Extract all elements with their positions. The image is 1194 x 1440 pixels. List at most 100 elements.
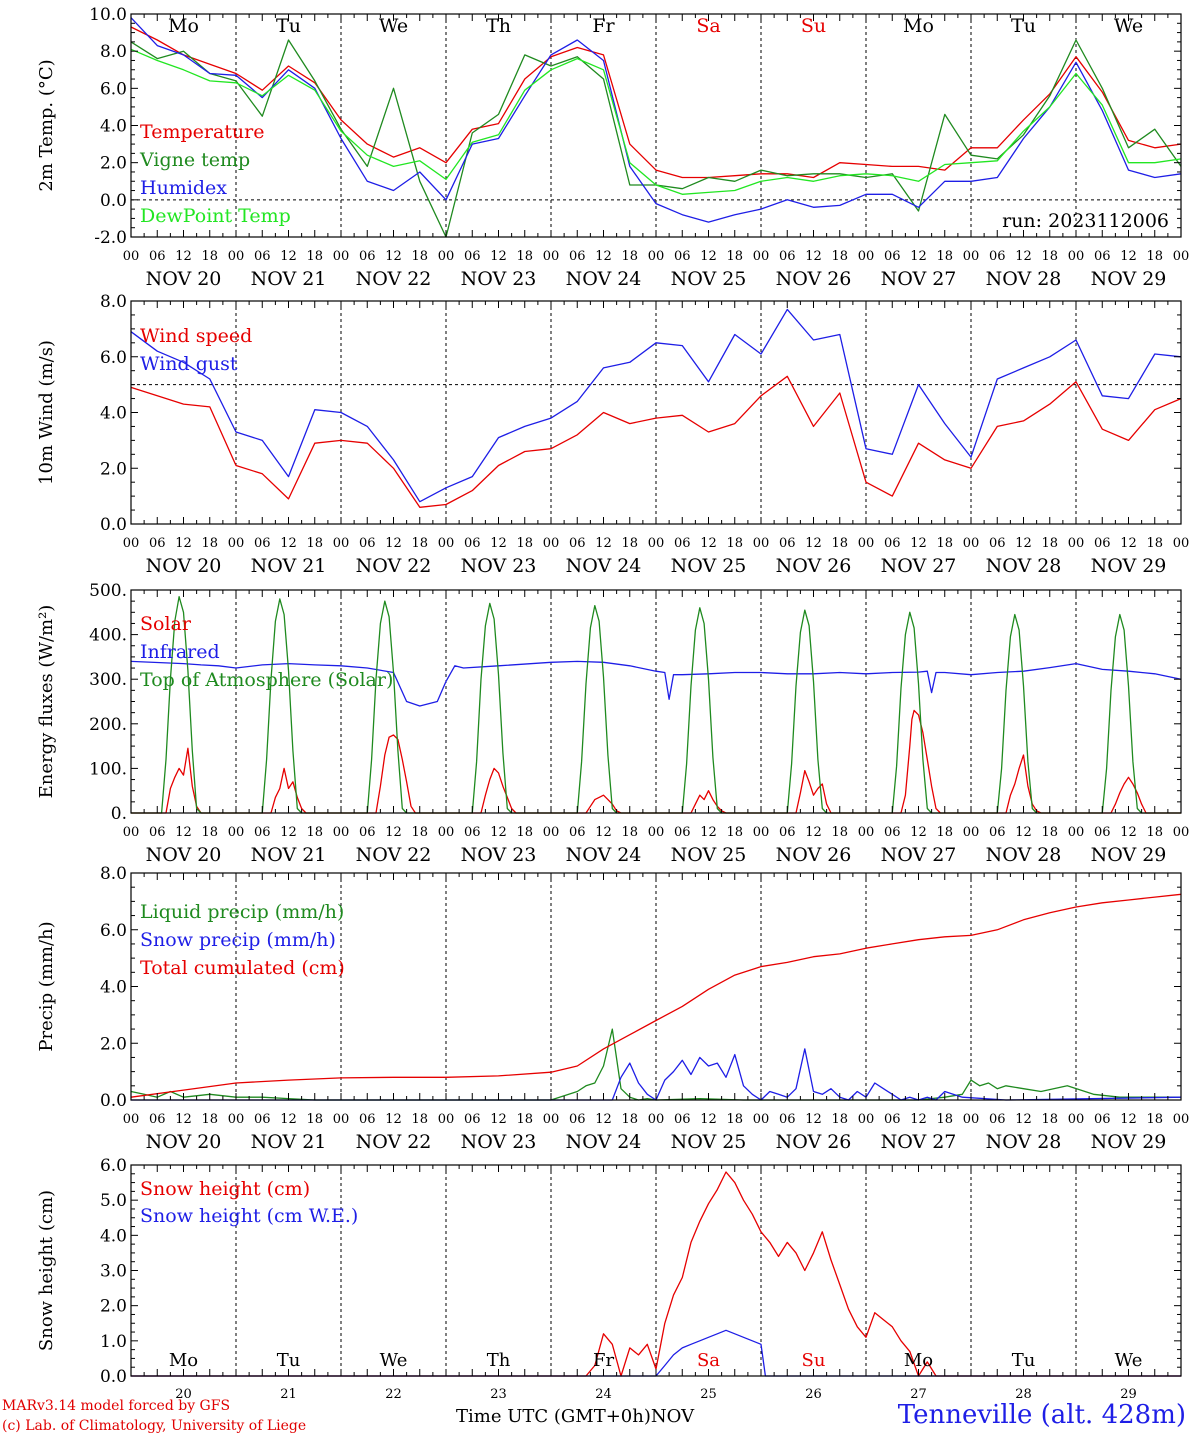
date-label: NOV 26 (776, 268, 852, 290)
hour-tick-label: 00 (543, 1112, 560, 1127)
legend-entry: Total cumulated (cm) (140, 957, 345, 979)
hour-tick-label: 18 (201, 536, 218, 551)
hour-tick-label: 18 (516, 249, 533, 264)
y-tick-label: 2.0 (100, 154, 127, 174)
date-label: NOV 24 (566, 1131, 642, 1153)
hour-tick-label: 00 (753, 1112, 770, 1127)
hour-tick-label: 18 (621, 536, 638, 551)
date-label: NOV 29 (1091, 555, 1167, 577)
y-tick-label: 4.0 (100, 117, 127, 137)
series-line-3-0 (130, 1028, 1181, 1101)
hour-tick-label: 18 (411, 536, 428, 551)
hour-tick-label: 06 (884, 825, 901, 840)
hour-tick-label: 00 (648, 249, 665, 264)
date-label: NOV 22 (356, 268, 432, 290)
weekday-label: Th (487, 1350, 511, 1371)
date-label: NOV 23 (461, 844, 537, 866)
hour-tick-label: 18 (1146, 249, 1163, 264)
date-label: NOV 24 (566, 844, 642, 866)
hour-tick-label: 12 (700, 536, 717, 551)
hour-tick-label: 18 (201, 1112, 218, 1127)
hour-tick-label: 12 (910, 536, 927, 551)
y-axis-label: 2m Temp. (°C) (36, 59, 57, 191)
date-label: NOV 24 (566, 555, 642, 577)
hour-tick-label: 12 (490, 536, 507, 551)
hour-tick-label: 06 (674, 536, 691, 551)
hour-tick-label: 12 (175, 536, 192, 551)
day-number-label: 29 (1120, 1387, 1137, 1402)
hour-tick-label: 06 (254, 1112, 271, 1127)
hour-tick-label: 18 (411, 1112, 428, 1127)
day-number-label: 26 (805, 1387, 822, 1402)
x-axis-month: NOV (650, 1406, 695, 1427)
legend-entry: Liquid precip (mm/h) (140, 901, 344, 923)
hour-tick-label: 12 (385, 825, 402, 840)
y-tick-label: 6.0 (100, 1156, 127, 1176)
hour-tick-label: 18 (936, 1112, 953, 1127)
hour-tick-label: 12 (280, 825, 297, 840)
day-number-label: 24 (595, 1387, 612, 1402)
date-label: NOV 20 (146, 268, 222, 290)
hour-tick-label: 18 (1041, 825, 1058, 840)
legend-entry: Temperature (140, 121, 264, 143)
hour-tick-label: 00 (333, 825, 350, 840)
hour-tick-label: 06 (464, 249, 481, 264)
date-label: NOV 21 (251, 1131, 327, 1153)
date-label: NOV 21 (251, 268, 327, 290)
hour-tick-label: 06 (569, 1112, 586, 1127)
hour-tick-label: 06 (149, 536, 166, 551)
legend-entry: DewPoint Temp (140, 205, 291, 227)
date-label: NOV 22 (356, 555, 432, 577)
hour-tick-label: 18 (1146, 1112, 1163, 1127)
y-tick-label: 6.0 (100, 348, 127, 368)
hour-tick-label: 12 (490, 1112, 507, 1127)
hour-tick-label: 00 (858, 249, 875, 264)
y-tick-label: 8.0 (100, 42, 127, 62)
hour-tick-label: 12 (910, 825, 927, 840)
hour-tick-label: 06 (674, 249, 691, 264)
hour-tick-label: 18 (306, 249, 323, 264)
hour-tick-label: 06 (989, 249, 1006, 264)
hour-tick-label: 06 (359, 825, 376, 840)
hour-tick-label: 00 (333, 536, 350, 551)
hour-tick-label: 18 (201, 249, 218, 264)
day-number-label: 28 (1015, 1387, 1032, 1402)
weekday-label: Sa (696, 15, 720, 37)
weekday-label: We (1115, 1350, 1143, 1371)
y-axis-label: Precip (mm/h) (36, 921, 57, 1051)
hour-tick-label: 00 (438, 249, 455, 264)
hour-tick-label: 12 (1015, 536, 1032, 551)
hour-tick-label: 12 (595, 825, 612, 840)
y-axis-label: 10m Wind (m/s) (36, 340, 57, 485)
y-tick-label: 5.0 (100, 1191, 127, 1211)
day-number-label: 20 (175, 1387, 192, 1402)
hour-tick-label: 12 (280, 249, 297, 264)
hour-tick-label: 06 (149, 249, 166, 264)
date-label: NOV 28 (986, 1131, 1062, 1153)
hour-tick-label: 06 (989, 1112, 1006, 1127)
plot-frame (130, 300, 1182, 525)
y-tick-label: 100. (89, 759, 127, 779)
hour-tick-label: 18 (411, 249, 428, 264)
y-tick-label: 1.0 (100, 1332, 127, 1352)
day-number-label: 23 (490, 1387, 507, 1402)
date-label: NOV 29 (1091, 1131, 1167, 1153)
y-tick-label: 6.0 (100, 921, 127, 941)
date-label: NOV 26 (776, 844, 852, 866)
weekday-label: Tu (1011, 15, 1036, 37)
hour-tick-label: 18 (831, 249, 848, 264)
y-tick-label: 500. (89, 581, 127, 601)
hour-tick-label: 18 (726, 825, 743, 840)
hour-tick-label: 06 (1094, 536, 1111, 551)
hour-tick-label: 00 (543, 249, 560, 264)
hour-tick-label: 12 (1120, 1112, 1137, 1127)
series-line-3-2 (130, 893, 1182, 1098)
hour-tick-label: 12 (595, 249, 612, 264)
hour-tick-label: 06 (1094, 825, 1111, 840)
hour-tick-label: 12 (805, 825, 822, 840)
series-line-1-0 (130, 375, 1182, 508)
hour-tick-label: 18 (936, 825, 953, 840)
date-label: NOV 26 (776, 1131, 852, 1153)
hour-tick-label: 06 (674, 825, 691, 840)
y-tick-label: 8.0 (100, 292, 127, 312)
